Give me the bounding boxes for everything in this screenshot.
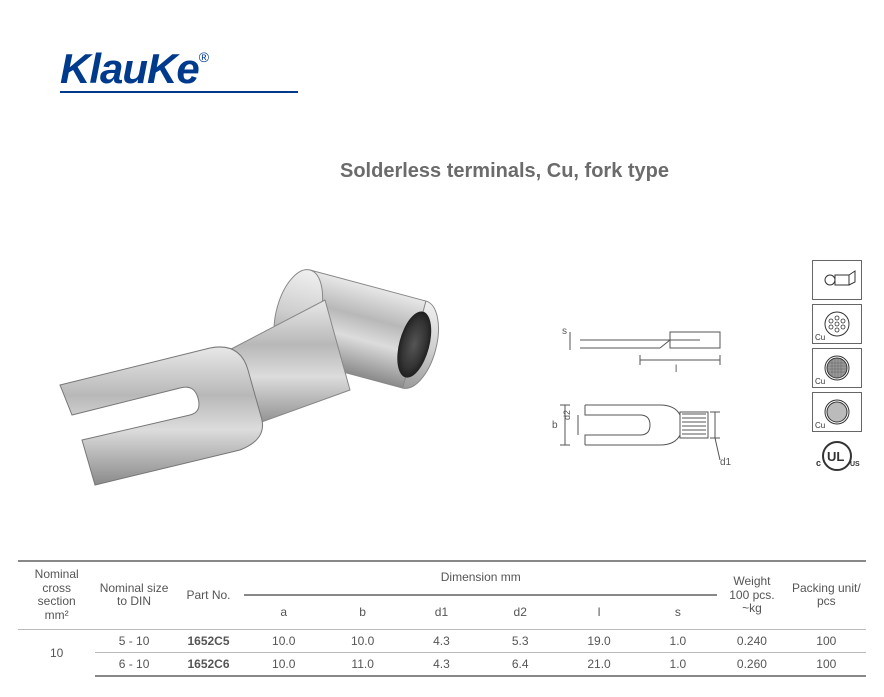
- dim-label-l: l: [675, 364, 677, 375]
- svg-text:c: c: [816, 458, 821, 468]
- cell-nominal-size: 6 - 10: [95, 653, 172, 677]
- dim-label-d2: d2: [562, 410, 572, 420]
- cell-s: 1.0: [639, 653, 718, 677]
- cu-label-1: Cu: [815, 333, 825, 342]
- dim-label-s: s: [562, 326, 567, 337]
- th-l: l: [560, 595, 639, 629]
- dim-label-d1: d1: [720, 457, 732, 468]
- dimension-diagram: s l b d2 d1: [540, 320, 760, 490]
- brand-logo: KlauKe®: [60, 45, 298, 93]
- svg-text:US: US: [850, 461, 860, 468]
- th-a: a: [244, 595, 323, 629]
- cell-b: 10.0: [323, 630, 402, 653]
- cell-l: 19.0: [560, 630, 639, 653]
- cell-d1: 4.3: [402, 630, 481, 653]
- cell-b: 11.0: [323, 653, 402, 677]
- th-s: s: [639, 595, 718, 629]
- cu-label-3: Cu: [815, 421, 825, 430]
- cell-packing: 100: [787, 630, 866, 653]
- cell-d2: 5.3: [481, 630, 560, 653]
- brand-registered: ®: [199, 49, 208, 65]
- icon-terminal-type: [812, 260, 862, 300]
- th-nominal-cross: Nominal cross section mm²: [18, 561, 95, 630]
- th-b: b: [323, 595, 402, 629]
- product-image: [30, 240, 510, 490]
- page-title: Solderless terminals, Cu, fork type: [340, 160, 669, 183]
- cell-d2: 6.4: [481, 653, 560, 677]
- cell-nominal-size: 5 - 10: [95, 630, 172, 653]
- icon-column: Cu Cu Cu c UL US: [812, 260, 862, 476]
- th-dimension-group: Dimension mm: [244, 561, 717, 596]
- cell-d1: 4.3: [402, 653, 481, 677]
- table-row: 6 - 10 1652C6 10.0 11.0 4.3 6.4 21.0 1.0…: [18, 653, 866, 677]
- cell-weight: 0.240: [717, 630, 786, 653]
- icon-conductor-class-1: Cu: [812, 304, 862, 344]
- spec-table: Nominal cross section mm² Nominal size t…: [18, 560, 866, 677]
- th-d1: d1: [402, 595, 481, 629]
- brand-name: KlauKe®: [60, 45, 298, 93]
- icon-conductor-class-2: Cu: [812, 348, 862, 388]
- th-part-no: Part No.: [173, 561, 245, 630]
- icon-conductor-class-3: Cu: [812, 392, 862, 432]
- ul-listed-icon: c UL US: [812, 436, 862, 476]
- cell-part-no: 1652C5: [173, 630, 245, 653]
- cell-packing: 100: [787, 653, 866, 677]
- dim-label-b: b: [552, 420, 558, 431]
- th-packing: Packing unit/ pcs: [787, 561, 866, 630]
- cell-a: 10.0: [244, 653, 323, 677]
- svg-text:UL: UL: [827, 449, 844, 464]
- th-d2: d2: [481, 595, 560, 629]
- th-weight: Weight 100 pcs. ~kg: [717, 561, 786, 630]
- cell-s: 1.0: [639, 630, 718, 653]
- cell-part-no: 1652C6: [173, 653, 245, 677]
- cell-weight: 0.260: [717, 653, 786, 677]
- cell-l: 21.0: [560, 653, 639, 677]
- th-nominal-size: Nominal size to DIN: [95, 561, 172, 630]
- cell-a: 10.0: [244, 630, 323, 653]
- brand-text: KlauKe: [60, 45, 199, 92]
- cu-label-2: Cu: [815, 377, 825, 386]
- cell-cross: 10: [18, 630, 95, 677]
- table-row: 10 5 - 10 1652C5 10.0 10.0 4.3 5.3 19.0 …: [18, 630, 866, 653]
